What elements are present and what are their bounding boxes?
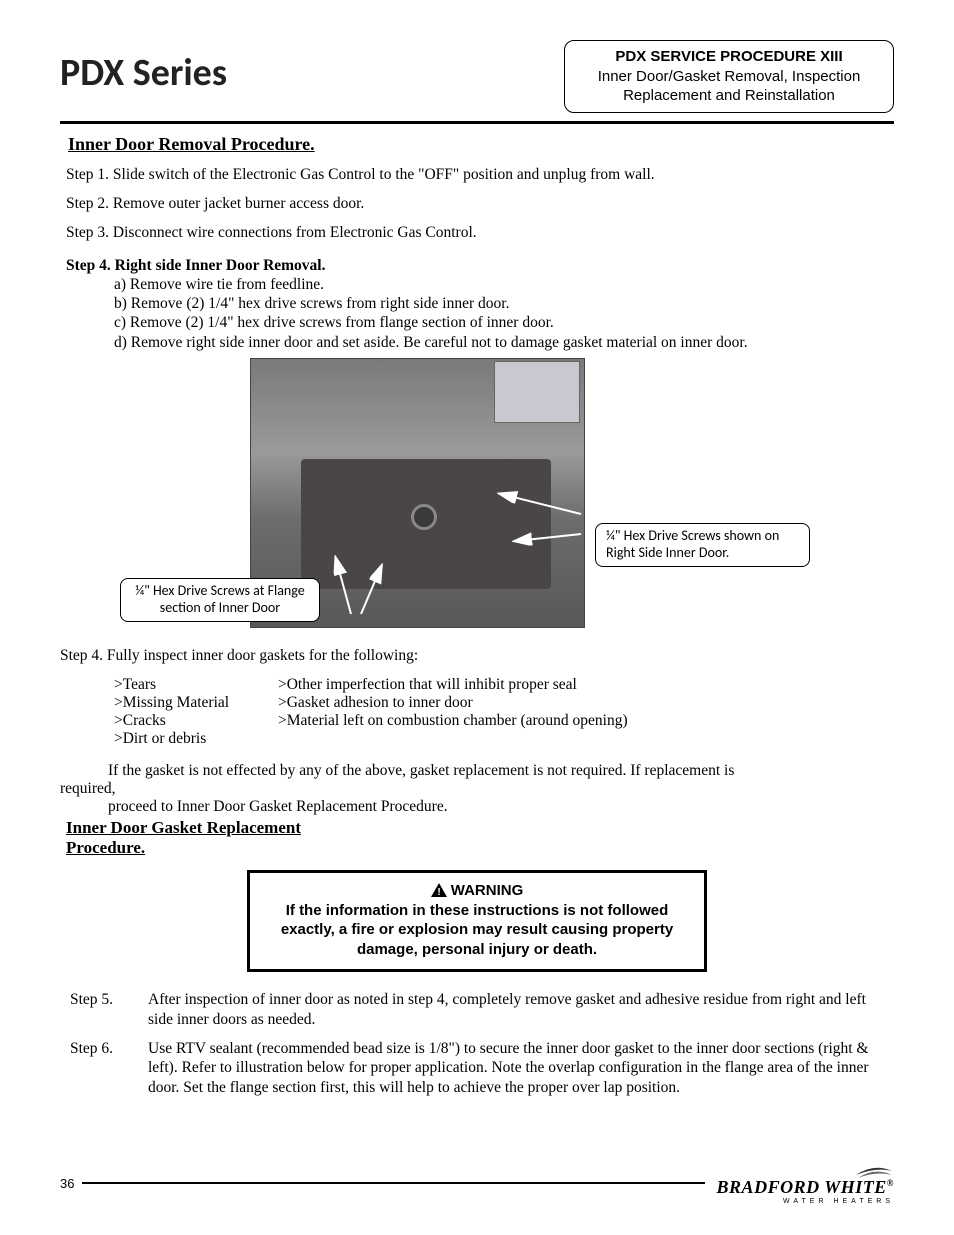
inspect-right-0: >Other imperfection that will inhibit pr… [278,676,894,694]
procedure-box-title: PDX SERVICE PROCEDURE XIII [583,47,875,67]
section-heading-replacement-l2: Procedure. [66,838,145,857]
callout-right-door-screws: ¼" Hex Drive Screws shown on Right Side … [595,523,810,567]
figure-inner-door: ¼" Hex Drive Screws at Flange section of… [60,358,894,648]
logo-sub-text: WATER HEATERS [717,1198,894,1205]
footer-rule [82,1182,704,1184]
step-3: Step 3. Disconnect wire connections from… [66,223,894,242]
step-5-label: Step 5. [70,990,148,1029]
inspect-left-2: >Cracks [114,712,278,730]
gasket-note-l3: proceed to Inner Door Gasket Replacement… [108,798,894,816]
gasket-note-l2: required, [60,780,894,798]
callout-flange-screws: ¼" Hex Drive Screws at Flange section of… [120,578,320,622]
header-rule [60,121,894,124]
inspect-block: Step 4. Fully inspect inner door gaskets… [60,646,894,747]
step-5-body: After inspection of inner door as noted … [148,990,894,1029]
inspect-left-1: >Missing Material [114,694,278,712]
svg-text:!: ! [437,887,440,897]
inspect-right-1: >Gasket adhesion to inner door [278,694,894,712]
section-heading-replacement: Inner Door Gasket Replacement Procedure. [66,818,894,859]
section-heading-removal: Inner Door Removal Procedure. [68,134,894,155]
warning-body: If the information in these instructions… [264,901,690,960]
inspect-right-2: >Material left on combustion chamber (ar… [278,712,894,730]
step-4-heading: Step 4. Right side Inner Door Removal. [66,257,894,275]
procedure-box: PDX SERVICE PROCEDURE XIII Inner Door/Ga… [564,40,894,113]
gasket-note-l1: If the gasket is not effected by any of … [108,762,894,780]
step-6-body: Use RTV sealant (recommended bead size i… [148,1039,894,1097]
step-4c: c) Remove (2) 1/4" hex drive screws from… [114,313,894,332]
inspect-col-left: >Tears >Missing Material >Cracks >Dirt o… [114,676,278,748]
inspect-col-right: >Other imperfection that will inhibit pr… [278,676,894,748]
inspect-left-0: >Tears [114,676,278,694]
logo-main-text: BRADFORD WHITE® [717,1177,894,1198]
page-footer: 36 BRADFORD WHITE® WATER HEATERS [60,1161,894,1205]
section-heading-replacement-l1: Inner Door Gasket Replacement [66,818,301,837]
step-4-substeps: a) Remove wire tie from feedline. b) Rem… [114,275,894,353]
warning-title-row: ! WARNING [264,881,690,901]
warning-title: WARNING [451,882,524,899]
step-2: Step 2. Remove outer jacket burner acces… [66,194,894,213]
step-4b: b) Remove (2) 1/4" hex drive screws from… [114,294,894,313]
procedure-box-line2: Replacement and Reinstallation [583,86,875,106]
gasket-note: If the gasket is not effected by any of … [60,762,894,816]
page-number: 36 [60,1176,74,1191]
page-header: PDX Series PDX SERVICE PROCEDURE XIII In… [60,40,894,113]
step-6: Step 6. Use RTV sealant (recommended bea… [70,1039,894,1097]
inspect-left-3: >Dirt or debris [114,730,278,748]
warning-box: ! WARNING If the information in these in… [247,870,707,972]
brand-logo: BRADFORD WHITE® WATER HEATERS [717,1161,894,1205]
step-4a: a) Remove wire tie from feedline. [114,275,894,294]
inspect-intro: Step 4. Fully inspect inner door gaskets… [60,646,894,665]
step-5: Step 5. After inspection of inner door a… [70,990,894,1029]
series-title: PDX Series [60,50,227,96]
step-6-label: Step 6. [70,1039,148,1097]
warning-icon: ! [431,883,447,897]
step-4d: d) Remove right side inner door and set … [114,333,894,352]
step-1: Step 1. Slide switch of the Electronic G… [66,165,894,184]
procedure-box-line1: Inner Door/Gasket Removal, Inspection [583,67,875,87]
